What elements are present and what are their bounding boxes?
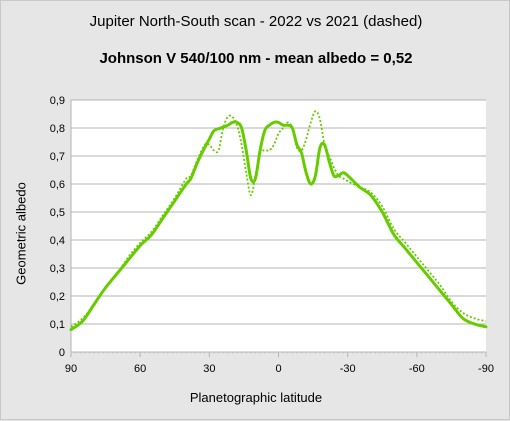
series-line-2022: [69, 120, 488, 332]
y-tick-label: 0,9: [50, 95, 65, 107]
plot-area: [71, 100, 486, 352]
x-axis-label: Planetographic latitude: [189, 390, 323, 405]
y-tick-label: 0,8: [50, 123, 65, 135]
y-tick-label: 0,5: [50, 207, 65, 219]
x-tick-label: -90: [478, 363, 494, 375]
x-tick-label: 60: [134, 363, 146, 375]
y-tick-label: 0,6: [50, 179, 65, 191]
y-tick-label: 0,1: [50, 319, 65, 331]
series-line-2021: [70, 110, 487, 328]
x-tick-label: 30: [203, 363, 215, 375]
x-tick-label: 90: [65, 363, 77, 375]
x-tick-label: -30: [340, 363, 356, 375]
x-tick-label: -60: [409, 363, 425, 375]
chart-subtitle: Johnson V 540/100 nm - mean albedo = 0,5…: [99, 50, 413, 67]
chart-title: Jupiter North-South scan - 2022 vs 2021 …: [89, 13, 423, 30]
y-tick-label: 0,2: [50, 291, 65, 303]
y-tick-label: 0,4: [50, 235, 65, 247]
y-tick-label: 0,3: [50, 263, 65, 275]
y-tick-label: 0,7: [50, 151, 65, 163]
y-tick-label: 0: [59, 347, 65, 359]
x-tick-label: 0: [275, 363, 281, 375]
